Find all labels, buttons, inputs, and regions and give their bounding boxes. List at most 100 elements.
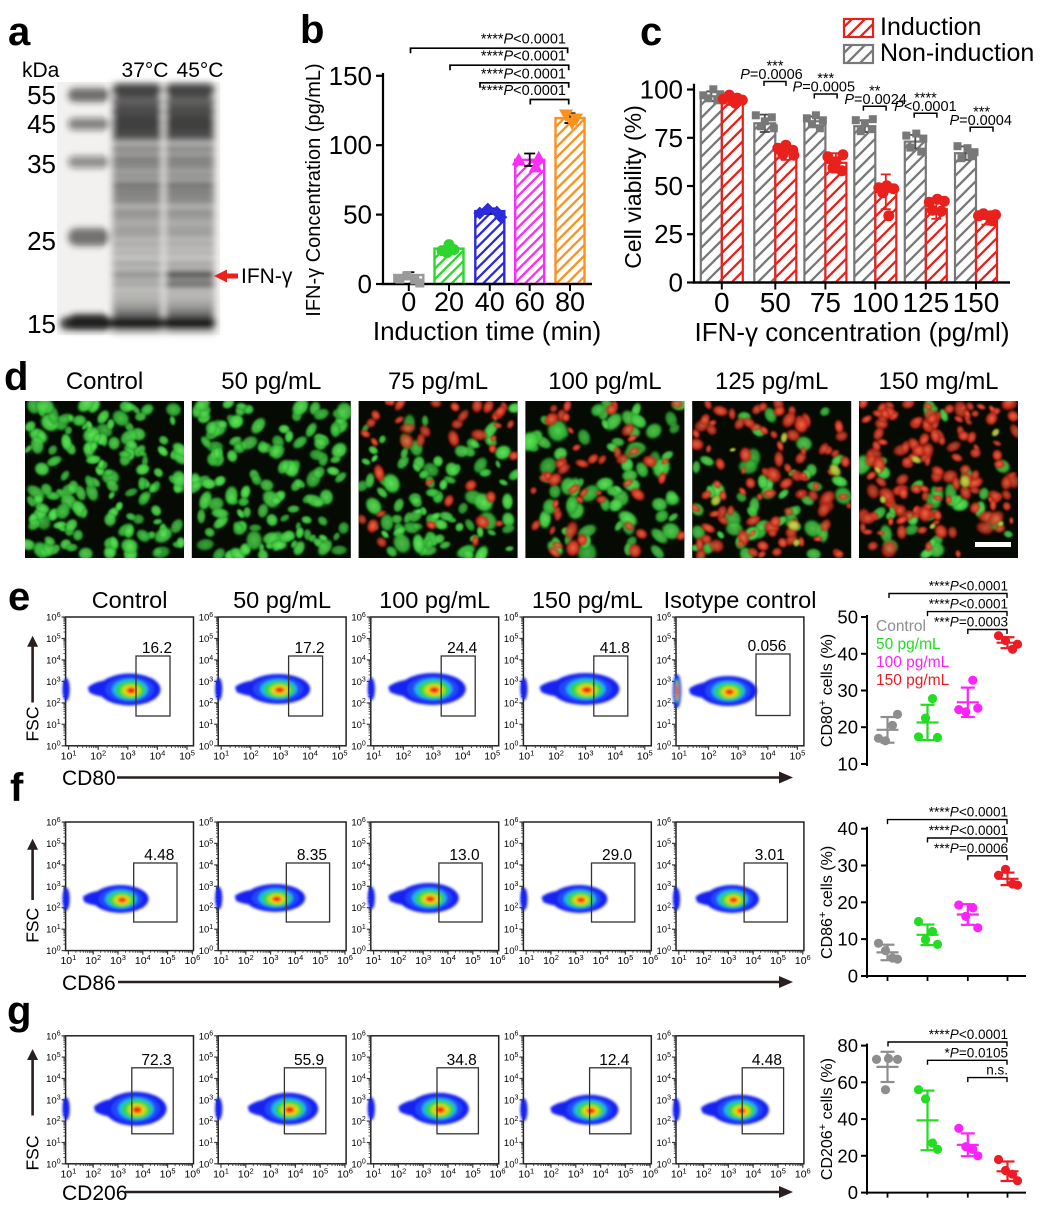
svg-text:*P=0.0105: *P=0.0105 [945, 1045, 1008, 1060]
svg-text:50 pg/mL: 50 pg/mL [233, 587, 331, 613]
svg-text:101: 101 [657, 1137, 672, 1149]
svg-text:101: 101 [518, 1166, 534, 1180]
svg-text:50: 50 [654, 171, 683, 201]
svg-text:104: 104 [149, 748, 165, 762]
svg-text:102: 102 [395, 748, 411, 762]
svg-text:105: 105 [789, 748, 805, 762]
svg-text:105: 105 [160, 953, 176, 967]
svg-text:102: 102 [351, 698, 366, 710]
svg-text:80: 80 [837, 1035, 858, 1056]
svg-text:150 mg/mL: 150 mg/mL [878, 368, 998, 395]
svg-text:101: 101 [504, 719, 519, 731]
svg-text:****P<0.0001: ****P<0.0001 [481, 49, 566, 65]
svg-text:102: 102 [238, 953, 254, 967]
svg-text:37°C: 37°C [122, 59, 169, 82]
svg-text:17.2: 17.2 [295, 640, 325, 657]
svg-text:101: 101 [351, 1137, 366, 1149]
svg-text:105: 105 [504, 1052, 519, 1064]
svg-text:101: 101 [199, 1137, 214, 1149]
svg-text:103: 103 [46, 881, 61, 893]
svg-text:105: 105 [637, 748, 653, 762]
svg-text:106: 106 [351, 817, 366, 829]
svg-text:101: 101 [366, 953, 382, 967]
svg-text:106: 106 [184, 1166, 200, 1180]
svg-text:***P=0.0003: ***P=0.0003 [934, 615, 1008, 630]
svg-text:106: 106 [657, 817, 672, 829]
svg-text:105: 105 [465, 953, 481, 967]
svg-text:103: 103 [415, 1166, 431, 1180]
svg-text:101: 101 [213, 953, 229, 967]
svg-text:e: e [8, 575, 30, 619]
svg-text:103: 103 [504, 1095, 519, 1107]
svg-text:102: 102 [543, 953, 559, 967]
svg-text:25: 25 [654, 219, 683, 249]
svg-text:103: 103 [46, 1095, 61, 1107]
svg-text:24.4: 24.4 [447, 640, 478, 657]
svg-text:105: 105 [484, 748, 500, 762]
svg-text:106: 106 [351, 612, 366, 624]
svg-text:g: g [7, 989, 31, 1033]
svg-text:****P<0.0001: ****P<0.0001 [929, 1027, 1008, 1042]
svg-text:103: 103 [657, 1095, 672, 1107]
svg-text:102: 102 [90, 748, 106, 762]
svg-text:75: 75 [654, 123, 683, 153]
svg-text:101: 101 [61, 748, 77, 762]
svg-text:103: 103 [351, 676, 366, 688]
svg-text:20: 20 [837, 892, 858, 913]
svg-text:20: 20 [837, 1145, 858, 1166]
svg-text:106: 106 [490, 1166, 506, 1180]
svg-text:****P<0.0001: ****P<0.0001 [481, 83, 566, 99]
svg-text:101: 101 [657, 924, 672, 936]
svg-text:0: 0 [848, 966, 858, 987]
svg-text:10: 10 [837, 754, 858, 775]
svg-text:105: 105 [46, 838, 61, 850]
svg-text:105: 105 [199, 633, 214, 645]
svg-text:101: 101 [671, 1166, 687, 1180]
svg-text:****P<0.0001: ****P<0.0001 [929, 579, 1008, 594]
svg-text:0: 0 [358, 269, 372, 299]
svg-text:b: b [300, 8, 324, 52]
svg-text:IFN-γ: IFN-γ [241, 265, 293, 288]
svg-text:101: 101 [213, 748, 229, 762]
svg-text:103: 103 [199, 881, 214, 893]
svg-text:105: 105 [179, 748, 195, 762]
svg-text:105: 105 [199, 838, 214, 850]
svg-text:101: 101 [518, 748, 534, 762]
svg-text:100 pg/mL: 100 pg/mL [876, 654, 950, 671]
svg-text:Control: Control [66, 368, 143, 395]
svg-text:100: 100 [329, 130, 372, 160]
svg-text:105: 105 [657, 633, 672, 645]
svg-text:50: 50 [760, 287, 791, 318]
svg-text:150: 150 [953, 287, 1000, 318]
svg-text:104: 104 [504, 860, 519, 872]
svg-text:105: 105 [770, 953, 786, 967]
svg-text:102: 102 [85, 1166, 101, 1180]
svg-text:102: 102 [504, 698, 519, 710]
svg-text:100: 100 [504, 1159, 519, 1171]
svg-text:Cell viability (%): Cell viability (%) [620, 105, 646, 269]
svg-text:105: 105 [657, 1052, 672, 1064]
svg-text:f: f [10, 766, 24, 810]
svg-text:100: 100 [351, 946, 366, 958]
svg-text:72.3: 72.3 [141, 1052, 171, 1069]
svg-text:104: 104 [287, 1166, 303, 1180]
svg-text:16.2: 16.2 [142, 640, 172, 657]
svg-text:106: 106 [642, 1166, 658, 1180]
svg-text:103: 103 [263, 953, 279, 967]
svg-text:100: 100 [46, 1159, 61, 1171]
svg-text:106: 106 [199, 817, 214, 829]
svg-text:Non-induction: Non-induction [880, 39, 1034, 67]
svg-text:100 pg/mL: 100 pg/mL [379, 587, 490, 613]
svg-text:104: 104 [199, 1073, 214, 1085]
svg-text:a: a [8, 10, 31, 54]
svg-text:104: 104 [199, 860, 214, 872]
svg-text:13.0: 13.0 [449, 847, 480, 864]
svg-text:40: 40 [837, 818, 858, 839]
svg-text:103: 103 [657, 676, 672, 688]
svg-text:102: 102 [46, 1116, 61, 1128]
svg-text:10: 10 [837, 929, 858, 950]
svg-text:102: 102 [243, 748, 259, 762]
svg-text:103: 103 [110, 1166, 126, 1180]
svg-text:105: 105 [465, 1166, 481, 1180]
svg-text:0: 0 [401, 287, 416, 317]
